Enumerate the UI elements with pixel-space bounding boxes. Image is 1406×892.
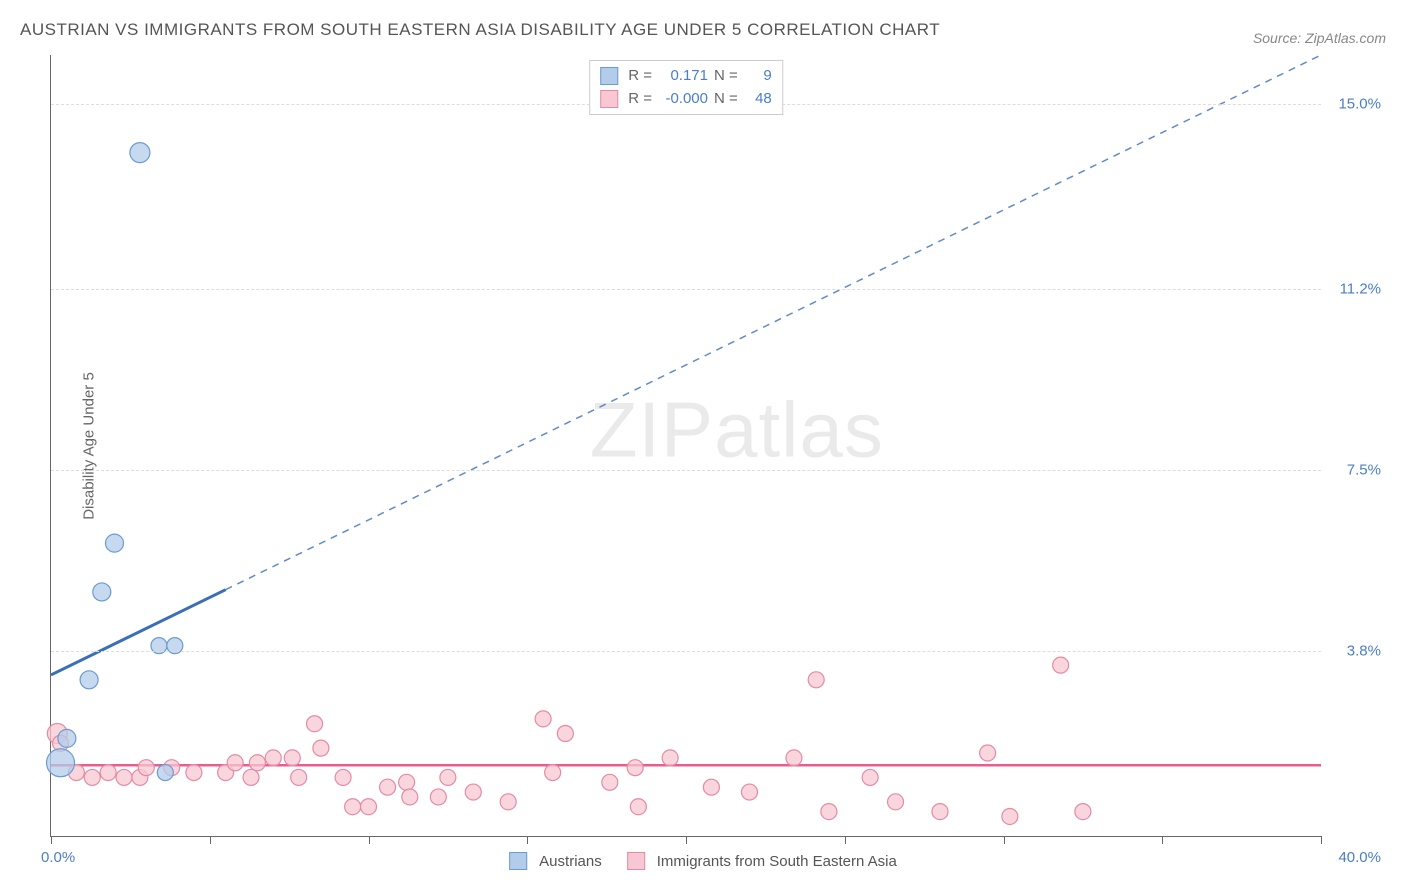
legend-item-series1: Austrians <box>509 852 602 870</box>
n-value-series2: 48 <box>744 88 772 111</box>
x-tick <box>1162 836 1163 844</box>
n-value-series1: 9 <box>744 65 772 88</box>
swatch-series1 <box>600 67 618 85</box>
x-tick <box>686 836 687 844</box>
legend-swatch-series1 <box>509 852 527 870</box>
y-tick-label: 3.8% <box>1347 642 1381 659</box>
r-value-series1: 0.171 <box>658 65 708 88</box>
swatch-series2 <box>600 90 618 108</box>
source-attribution: Source: ZipAtlas.com <box>1253 30 1386 46</box>
r-label: R = <box>628 88 652 111</box>
bottom-legend: Austrians Immigrants from South Eastern … <box>509 852 897 870</box>
x-tick <box>1004 836 1005 844</box>
x-tick <box>51 836 52 844</box>
grid-line <box>51 289 1321 290</box>
x-axis-min-label: 0.0% <box>41 849 75 866</box>
r-label: R = <box>628 65 652 88</box>
grid-line <box>51 651 1321 652</box>
y-tick-label: 11.2% <box>1340 281 1381 298</box>
legend-item-series2: Immigrants from South Eastern Asia <box>627 852 897 870</box>
x-tick <box>527 836 528 844</box>
x-tick <box>210 836 211 844</box>
plot-area: ZIPatlas R = 0.171 N = 9 R = -0.000 N = … <box>50 55 1321 837</box>
chart-title: AUSTRIAN VS IMMIGRANTS FROM SOUTH EASTER… <box>20 20 940 40</box>
stats-row-series2: R = -0.000 N = 48 <box>600 88 772 111</box>
r-value-series2: -0.000 <box>658 88 708 111</box>
plot-svg <box>51 55 1321 836</box>
y-tick-label: 15.0% <box>1338 95 1381 112</box>
grid-line <box>51 470 1321 471</box>
x-tick <box>845 836 846 844</box>
chart-container: Disability Age Under 5 ZIPatlas R = 0.17… <box>50 55 1386 837</box>
n-label: N = <box>714 65 738 88</box>
x-tick <box>369 836 370 844</box>
legend-label-series2: Immigrants from South Eastern Asia <box>657 853 897 870</box>
legend-label-series1: Austrians <box>539 853 602 870</box>
stats-legend-box: R = 0.171 N = 9 R = -0.000 N = 48 <box>589 60 783 115</box>
y-tick-label: 7.5% <box>1347 461 1381 478</box>
x-tick <box>1321 836 1322 844</box>
n-label: N = <box>714 88 738 111</box>
x-axis-max-label: 40.0% <box>1338 849 1381 866</box>
legend-swatch-series2 <box>627 852 645 870</box>
stats-row-series1: R = 0.171 N = 9 <box>600 65 772 88</box>
